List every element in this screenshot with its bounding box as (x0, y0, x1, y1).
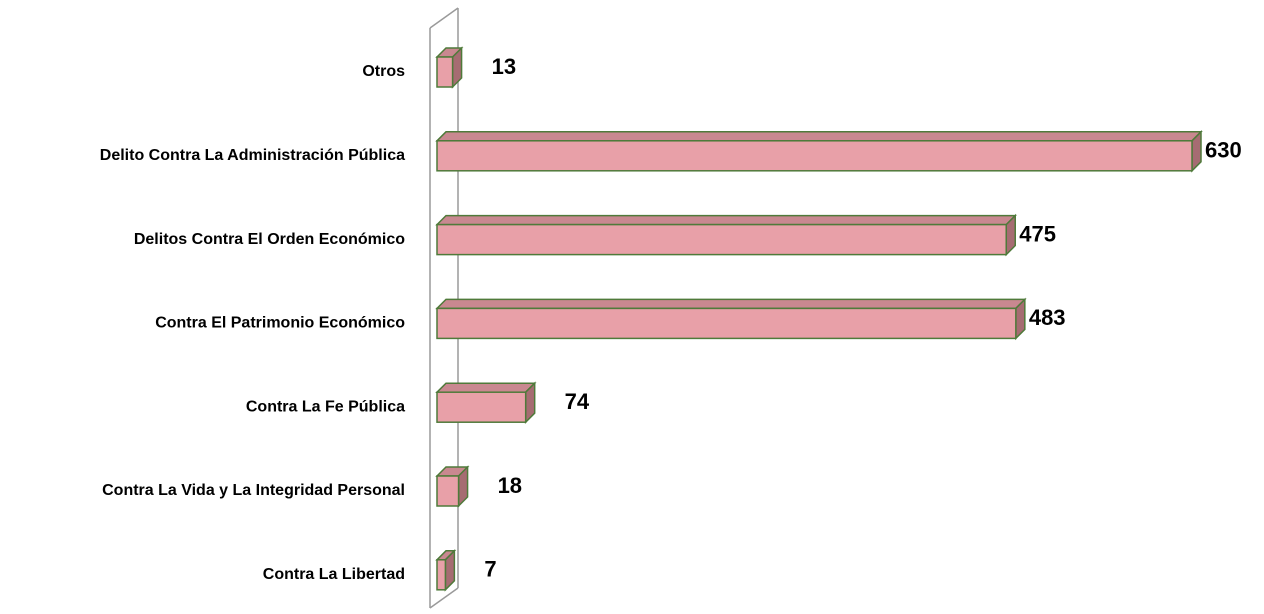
bar-front (436, 223, 1007, 256)
category-label: Contra La Libertad (263, 566, 405, 583)
bar-top (435, 131, 1203, 142)
bar-top (435, 298, 1027, 310)
bar (435, 129, 1203, 173)
value-label: 74 (565, 389, 590, 414)
category-label: Delito Contra La Administración Pública (100, 147, 405, 164)
wall-edge (429, 7, 459, 29)
category-label: Contra El Patrimonio Económico (155, 315, 405, 332)
bar-front (436, 140, 1193, 172)
bar (435, 46, 464, 89)
bar (435, 548, 457, 592)
value-label: 13 (492, 54, 516, 79)
category-label: Delitos Contra El Orden Económico (134, 231, 405, 248)
bar (435, 297, 1027, 341)
bar (435, 465, 470, 508)
bar-top (435, 382, 537, 393)
bar-front (436, 391, 527, 423)
bar-front (436, 307, 1017, 340)
value-label: 630 (1205, 138, 1242, 163)
wall-edge (429, 587, 459, 609)
bar (435, 213, 1018, 257)
bar-front (436, 559, 447, 591)
category-label: Contra La Fe Pública (246, 398, 405, 415)
bar (435, 381, 537, 425)
value-label: 483 (1029, 305, 1066, 330)
bar-front (436, 56, 454, 88)
value-label: 18 (498, 473, 522, 498)
value-label: 7 (484, 557, 496, 582)
category-label: Contra La Vida y La Integridad Personal (102, 482, 405, 499)
bar-top (435, 214, 1018, 226)
value-label: 475 (1019, 221, 1056, 246)
category-label: Otros (362, 63, 405, 80)
bar-front (436, 475, 460, 507)
